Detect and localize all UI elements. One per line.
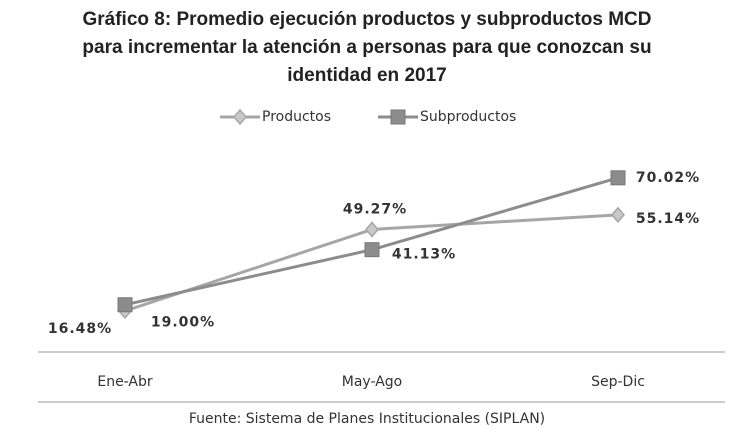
legend-marker (390, 109, 406, 125)
legend-label: Subproductos (420, 109, 516, 125)
value-label: 55.14% (636, 211, 700, 227)
value-label: 41.13% (392, 247, 456, 263)
point (117, 297, 133, 313)
source: Fuente: Sistema de Planes Institucionale… (189, 411, 545, 427)
point (365, 221, 379, 238)
value-label: 49.27% (343, 201, 407, 217)
legend-marker (233, 108, 247, 126)
point (611, 206, 625, 223)
point (610, 170, 626, 186)
x-tick-label: May-Ago (342, 374, 402, 390)
value-label: 19.00% (151, 315, 215, 331)
point (364, 242, 380, 258)
value-label: 70.02% (636, 170, 700, 186)
x-tick-label: Sep-Dic (591, 374, 645, 390)
value-label: 16.48% (48, 321, 112, 337)
chart-title: Gráfico 8: Promedio ejecución productos … (82, 9, 652, 86)
x-tick-label: Ene-Abr (97, 374, 153, 390)
legend-label: Productos (262, 109, 331, 125)
